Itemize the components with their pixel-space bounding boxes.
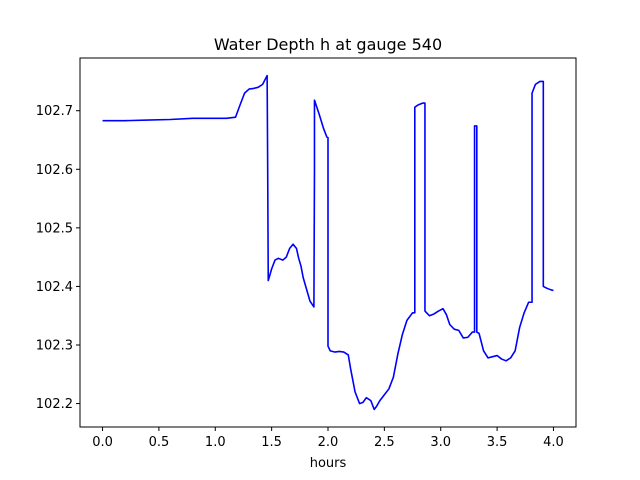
y-tick-label: 102.7 bbox=[36, 104, 73, 119]
y-tick-label: 102.6 bbox=[36, 163, 73, 178]
y-tick-label: 102.4 bbox=[36, 280, 73, 295]
y-tick-label: 102.2 bbox=[36, 397, 73, 412]
y-tick-label: 102.3 bbox=[36, 339, 73, 354]
x-tick-label: 4.0 bbox=[543, 435, 564, 450]
y-axis: 102.2 102.3 102.4 102.5 102.6 102.7 bbox=[36, 104, 80, 412]
x-axis-label: hours bbox=[310, 456, 347, 471]
x-tick-label: 1.0 bbox=[205, 435, 226, 450]
x-tick-label: 1.5 bbox=[261, 435, 282, 450]
x-tick-label: 2.0 bbox=[318, 435, 339, 450]
x-axis: 0.0 0.5 1.0 1.5 2.0 2.5 3.0 3.5 4.0 bbox=[92, 427, 564, 450]
x-tick-label: 0.0 bbox=[92, 435, 113, 450]
plot-frame bbox=[79, 57, 577, 428]
series-line-0 bbox=[102, 74, 554, 411]
x-tick-label: 3.0 bbox=[430, 435, 451, 450]
x-tick-label: 0.5 bbox=[149, 435, 170, 450]
chart-title: Water Depth h at gauge 540 bbox=[214, 35, 442, 54]
y-tick-label: 102.5 bbox=[36, 221, 73, 236]
plot-area bbox=[102, 74, 554, 411]
x-tick-label: 2.5 bbox=[374, 435, 395, 450]
x-tick-label: 3.5 bbox=[487, 435, 508, 450]
